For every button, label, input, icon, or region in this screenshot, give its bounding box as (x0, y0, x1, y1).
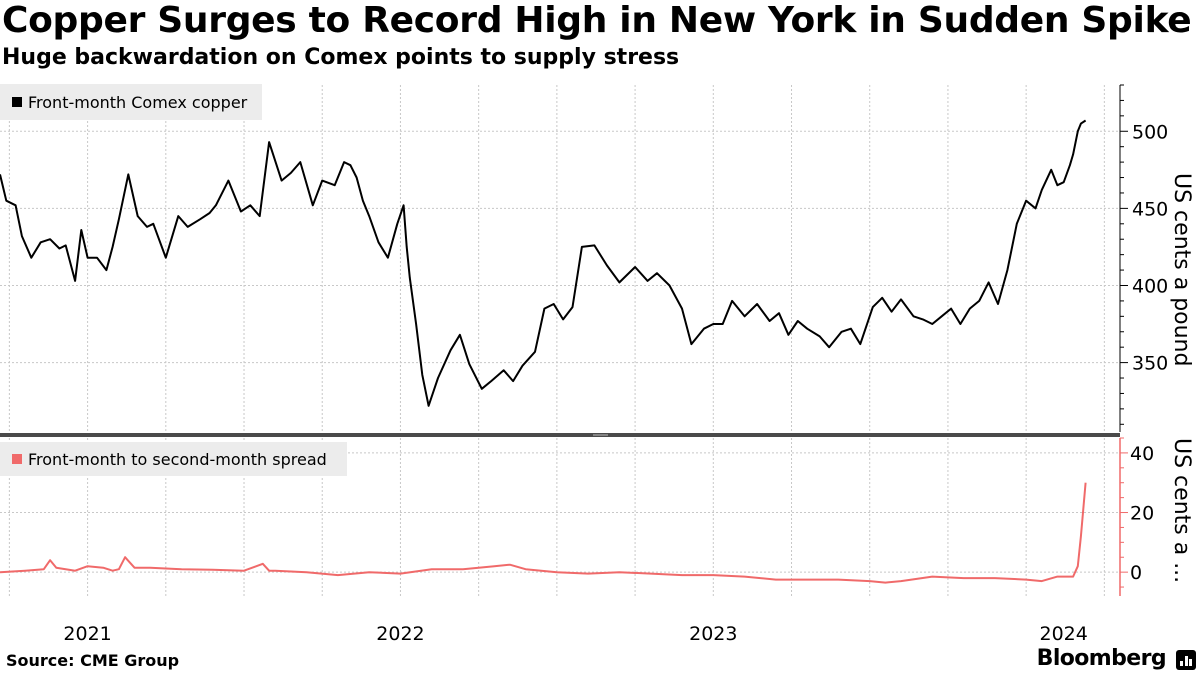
top-y-axis-label: US cents a pound (1169, 173, 1194, 366)
top-y-ticks: 350 400 450 500 (1120, 84, 1168, 425)
bottom-y-axis-label: US cents a ... (1169, 438, 1194, 583)
top-legend: Front-month Comex copper (0, 84, 262, 120)
bottom-legend-label: Front-month to second-month spread (28, 450, 327, 469)
panel-divider[interactable] (0, 433, 1120, 437)
spread-series-line (0, 482, 1087, 584)
top-legend-swatch (12, 97, 22, 107)
x-tick-label: 2022 (376, 623, 424, 645)
top-panel-grid (0, 85, 1120, 432)
x-axis-ticks: 2021 2022 2023 2024 (63, 623, 1087, 645)
divider-handle-icon (593, 434, 608, 436)
bottom-legend: Front-month to second-month spread (0, 442, 347, 476)
x-tick-label: 2023 (689, 623, 737, 645)
bottom-legend-swatch (12, 454, 22, 464)
y-tick-label: 350 (1132, 353, 1168, 375)
chart-title: Copper Surges to Record High in New York… (2, 0, 1192, 41)
y-tick-label: 0 (1130, 562, 1142, 584)
bloomberg-logo: Bloomberg (1036, 646, 1167, 671)
y-tick-label: 40 (1130, 443, 1154, 465)
chart-subtitle: Huge backwardation on Comex points to su… (2, 45, 680, 70)
bloomberg-bar-chart-icon (1176, 650, 1196, 670)
source-note: Source: CME Group (6, 651, 180, 670)
top-legend-label: Front-month Comex copper (28, 93, 248, 112)
x-tick-label: 2024 (1040, 623, 1088, 645)
y-tick-label: 400 (1132, 275, 1168, 297)
y-tick-label: 20 (1130, 503, 1154, 525)
y-tick-label: 500 (1132, 121, 1168, 143)
bottom-y-ticks: 0 20 40 (1120, 437, 1154, 588)
y-tick-label: 450 (1132, 198, 1168, 220)
x-tick-label: 2021 (63, 623, 111, 645)
copper-series-line (0, 119, 1087, 407)
